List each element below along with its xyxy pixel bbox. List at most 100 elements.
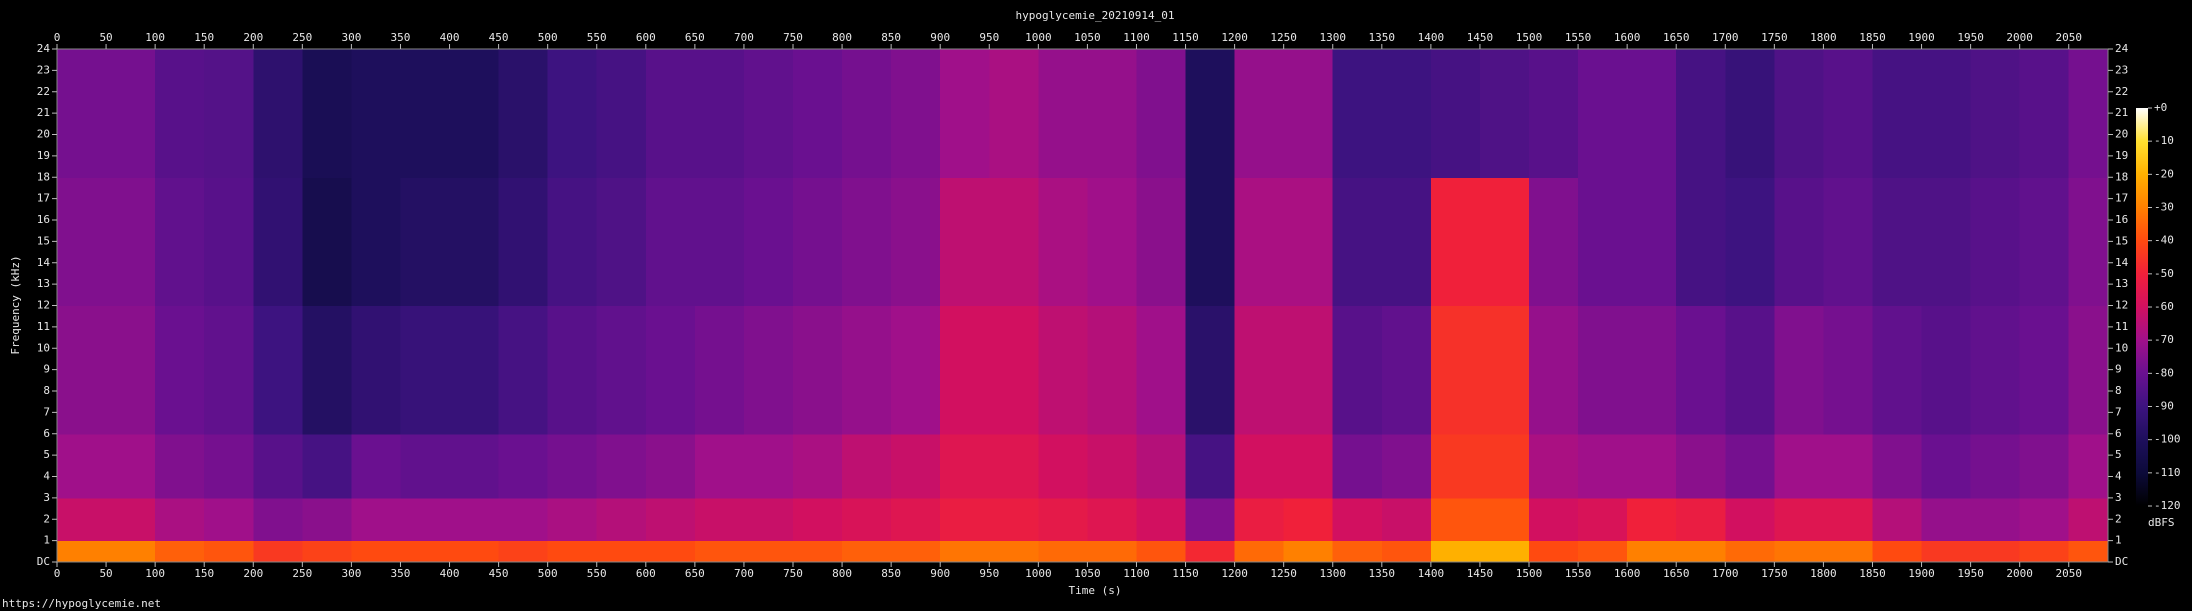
heat-cell	[1627, 540, 1677, 563]
colorbar-tick-label: +0	[2154, 101, 2167, 114]
heat-cell	[155, 497, 205, 542]
heat-cell	[1381, 305, 1432, 435]
y-tick-label-right: 16	[2115, 213, 2128, 226]
heat-cell	[253, 177, 303, 306]
heat-cell	[449, 497, 500, 542]
heat-cell	[1234, 177, 1285, 306]
heat-cell	[351, 177, 401, 306]
x-tick-label-top: 1900	[1908, 31, 1935, 44]
heat-cell	[1332, 49, 1383, 178]
heat-cell	[1529, 497, 1579, 542]
heat-cell	[645, 177, 696, 306]
heat-cell	[1136, 305, 1187, 435]
heat-cell	[2019, 497, 2070, 542]
y-tick-label: 20	[37, 128, 50, 141]
y-tick-label-right: 17	[2115, 192, 2128, 205]
heat-cell	[1185, 497, 1236, 542]
heat-cell	[1529, 540, 1579, 563]
heat-cell	[57, 497, 107, 542]
heat-cell	[106, 305, 156, 435]
heat-cell	[498, 49, 549, 178]
heat-cell	[57, 540, 107, 563]
x-tick-label-top: 650	[685, 31, 705, 44]
x-tick-label: 650	[685, 567, 705, 580]
heat-cell	[1529, 49, 1579, 178]
heat-cell	[1578, 497, 1628, 542]
heat-cell	[940, 433, 990, 499]
heat-cell	[302, 497, 352, 542]
heat-cell	[842, 497, 892, 542]
heat-cell	[1087, 497, 1137, 542]
x-tick-label-top: 400	[440, 31, 460, 44]
y-tick-label-right: 4	[2115, 470, 2122, 483]
heat-cell	[2019, 177, 2070, 306]
heat-cell	[57, 433, 107, 499]
heat-cell	[1872, 497, 1923, 542]
heat-cell	[302, 177, 352, 306]
heat-cell	[2019, 540, 2070, 563]
heat-cell	[253, 49, 303, 178]
x-tick-label: 100	[145, 567, 165, 580]
y-axis-label: Frequency (kHz)	[9, 255, 22, 354]
y-tick-label-right: 1	[2115, 534, 2122, 547]
heat-cell	[498, 433, 549, 499]
heat-cell	[1038, 49, 1088, 178]
x-tick-label-top: 100	[145, 31, 165, 44]
heat-cell	[1676, 49, 1726, 178]
heat-cell	[253, 305, 303, 435]
colorbar-tick-label: -70	[2154, 333, 2174, 346]
heat-cell	[400, 433, 451, 499]
heat-cell	[596, 49, 647, 178]
y-tick-label-right: 24	[2115, 42, 2129, 55]
y-tick-label: 4	[43, 470, 50, 483]
x-tick-label-top: 1400	[1418, 31, 1445, 44]
y-tick-label: DC	[37, 555, 50, 568]
x-tick-label: 1750	[1761, 567, 1788, 580]
heat-cell	[645, 305, 696, 435]
x-axis-label: Time (s)	[1069, 584, 1122, 597]
heat-cell	[1136, 497, 1187, 542]
heat-cell	[1725, 540, 1775, 563]
heat-cell	[694, 540, 745, 563]
heat-cell	[1283, 177, 1334, 306]
heat-cell	[547, 49, 598, 178]
y-tick-label: 22	[37, 85, 50, 98]
heat-cell	[989, 305, 1039, 435]
heat-cell	[940, 540, 990, 563]
x-tick-label: 1650	[1663, 567, 1690, 580]
heat-cell	[1529, 433, 1579, 499]
chart-title: hypoglycemie_20210914_01	[1016, 9, 1175, 22]
colorbar-tick-label: -20	[2154, 167, 2174, 180]
x-tick-label-top: 350	[391, 31, 411, 44]
heat-cell	[1038, 305, 1088, 435]
x-tick-label-top: 1550	[1565, 31, 1592, 44]
heat-cell	[400, 177, 451, 306]
heat-cell	[1038, 177, 1088, 306]
heat-cell	[302, 49, 352, 178]
heat-cell	[1823, 305, 1873, 435]
heat-cell	[106, 49, 156, 178]
heat-cell	[891, 497, 941, 542]
heat-cell	[1332, 433, 1383, 499]
heat-cell	[2068, 49, 2109, 178]
y-tick-label: 19	[37, 149, 50, 162]
y-tick-label: 2	[43, 512, 50, 525]
heat-cell	[1921, 305, 1972, 435]
colorbar-tick-label: -110	[2154, 466, 2181, 479]
heat-cell	[1087, 305, 1137, 435]
heat-cell	[1283, 497, 1334, 542]
heat-cell	[1774, 177, 1824, 306]
heat-cell	[204, 497, 254, 542]
heat-cell	[1872, 49, 1923, 178]
heat-cell	[1529, 305, 1579, 435]
heat-cell	[351, 540, 401, 563]
heat-cell	[498, 497, 549, 542]
heat-cell	[1283, 49, 1334, 178]
x-tick-label: 1950	[1957, 567, 1984, 580]
x-tick-label-top: 600	[636, 31, 656, 44]
y-tick-label-right: 9	[2115, 363, 2122, 376]
x-tick-label: 1900	[1908, 567, 1935, 580]
heat-cell	[1823, 433, 1873, 499]
x-tick-label: 900	[930, 567, 950, 580]
